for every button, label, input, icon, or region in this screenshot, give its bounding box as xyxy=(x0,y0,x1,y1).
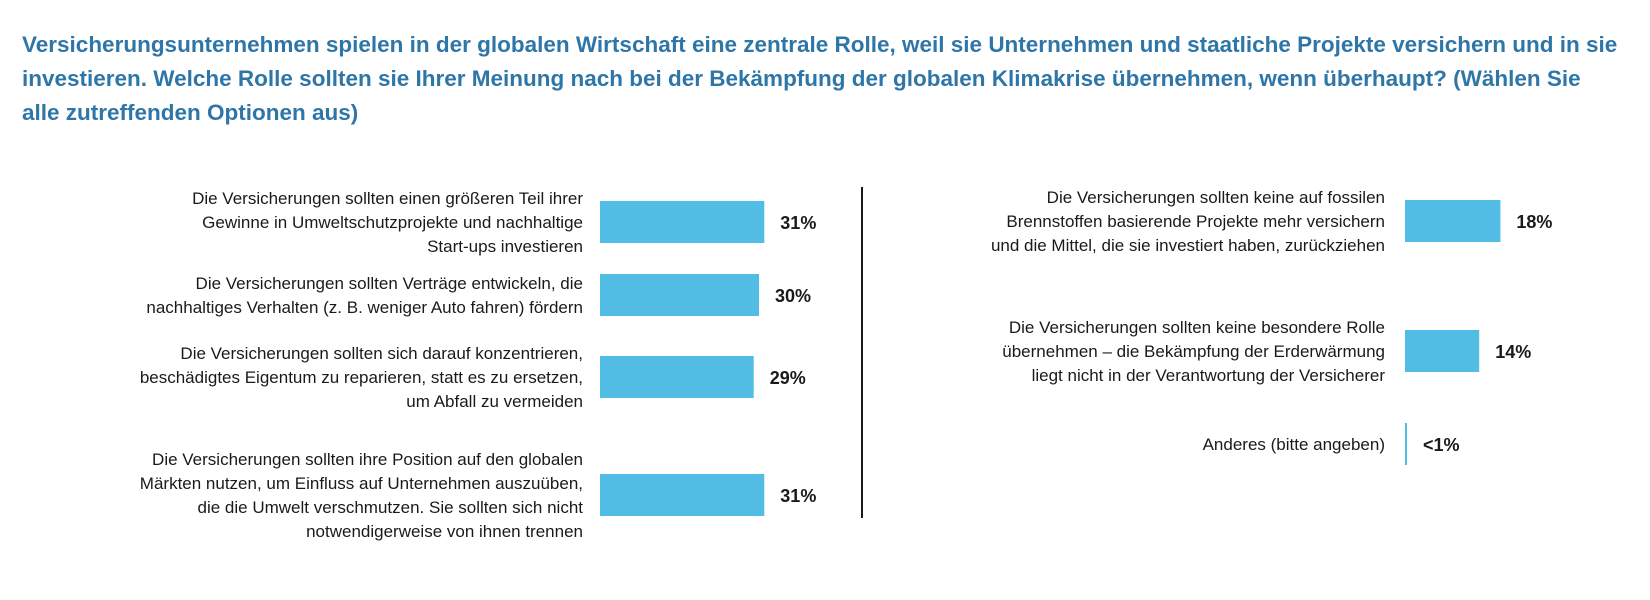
category-label: Die Versicherungen sollten sich darauf k… xyxy=(180,344,583,363)
bar xyxy=(600,356,754,398)
category-label: Die Versicherungen sollten keine auf fos… xyxy=(1047,188,1385,207)
category-label: Gewinne in Umweltschutzprojekte und nach… xyxy=(202,213,583,232)
category-label: Die Versicherungen sollten einen größere… xyxy=(192,189,583,208)
category-label: liegt nicht in der Verantwortung der Ver… xyxy=(1032,366,1386,385)
category-label: Die Versicherungen sollten ihre Position… xyxy=(152,450,583,469)
category-label: nachhaltiges Verhalten (z. B. weniger Au… xyxy=(146,298,583,317)
category-label: Die Versicherungen sollten keine besonde… xyxy=(1009,318,1385,337)
category-label: übernehmen – die Bekämpfung der Erderwär… xyxy=(1002,342,1385,361)
category-label: Anderes (bitte angeben) xyxy=(1203,435,1385,454)
bar-value-label: 31% xyxy=(780,486,816,506)
bar-value-label: 30% xyxy=(775,286,811,306)
category-label: Märkten nutzen, um Einfluss auf Unterneh… xyxy=(140,474,583,493)
category-label: Start-ups investieren xyxy=(427,237,583,256)
category-label: beschädigtes Eigentum zu reparieren, sta… xyxy=(140,368,583,387)
bar-value-label: 31% xyxy=(780,213,816,233)
bar xyxy=(600,474,765,516)
bar-value-label: 29% xyxy=(770,368,806,388)
bar-value-label: 18% xyxy=(1516,212,1552,232)
category-label: die die Umwelt verschmutzen. Sie sollten… xyxy=(198,498,584,517)
bar xyxy=(600,274,759,316)
chart-title: Versicherungsunternehmen spielen in der … xyxy=(22,32,1618,125)
category-label: Die Versicherungen sollten Verträge entw… xyxy=(196,274,583,293)
bar xyxy=(1405,423,1407,465)
bar-value-label: <1% xyxy=(1423,435,1460,455)
category-label: Brennstoffen basierende Projekte mehr ve… xyxy=(1006,212,1385,231)
bar xyxy=(1405,330,1480,372)
category-label: und die Mittel, die sie investiert haben… xyxy=(991,236,1385,255)
bar-value-label: 14% xyxy=(1495,342,1531,362)
bar xyxy=(1405,200,1501,242)
category-label: notwendigerweise von ihnen trennen xyxy=(306,522,583,541)
category-label: um Abfall zu vermeiden xyxy=(406,392,583,411)
bar xyxy=(600,201,765,243)
